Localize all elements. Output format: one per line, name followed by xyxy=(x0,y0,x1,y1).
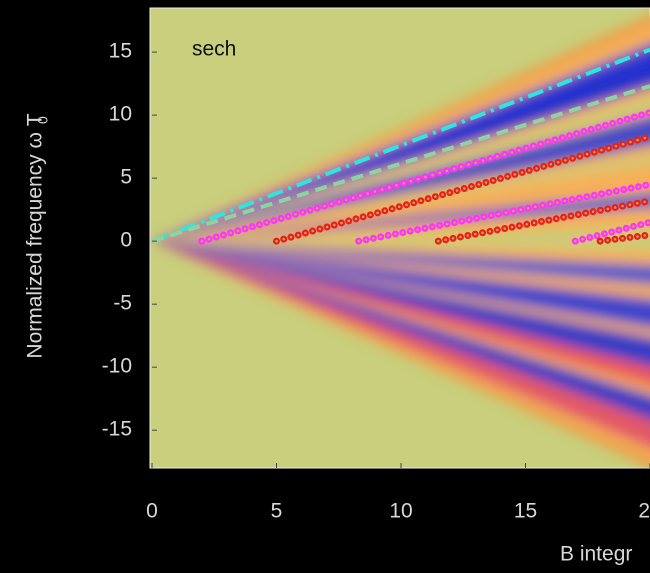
y-tick-label: -10 xyxy=(102,355,132,378)
spectral-band xyxy=(152,241,650,328)
y-tick-label: 5 xyxy=(120,166,132,189)
circle-hole xyxy=(200,111,650,243)
y-tick-label: 0 xyxy=(120,229,132,252)
y-axis-label-group: Normalized frequency ω T 0 xyxy=(24,113,51,358)
circle-hole xyxy=(275,135,650,243)
y-tick-label: 10 xyxy=(109,103,132,126)
circle-hole xyxy=(598,233,650,243)
x-axis-label: B integr xyxy=(560,543,632,566)
spectral-band xyxy=(152,241,650,386)
y-tick-label: -15 xyxy=(102,418,132,441)
plot-marks xyxy=(151,47,650,245)
x-tick-label: 20 xyxy=(638,500,650,523)
x-tick-label: 5 xyxy=(271,500,283,523)
spectral-band xyxy=(152,226,650,251)
spectral-band xyxy=(152,241,650,367)
circle-hole xyxy=(574,220,650,243)
spectral-band xyxy=(152,96,650,242)
spectral-band xyxy=(152,241,650,285)
x-tick-label: 10 xyxy=(389,500,412,523)
x-tick-label: 15 xyxy=(514,500,537,523)
annotation: sech xyxy=(192,38,236,61)
circle-hole xyxy=(437,199,650,243)
line-series xyxy=(151,47,650,244)
y-tick-label: 15 xyxy=(109,40,132,63)
circle-hole xyxy=(357,183,650,243)
y-axis-label-subscript: 0 xyxy=(35,116,51,124)
spectral-band xyxy=(152,44,650,242)
x-tick-label: 0 xyxy=(146,500,158,523)
line-series xyxy=(151,84,650,244)
spectral-band xyxy=(152,58,650,242)
spectral-band xyxy=(152,193,650,242)
spectral-band xyxy=(152,241,650,448)
y-tick-label: -5 xyxy=(113,292,132,315)
y-axis-label: Normalized frequency ω T xyxy=(24,113,47,358)
